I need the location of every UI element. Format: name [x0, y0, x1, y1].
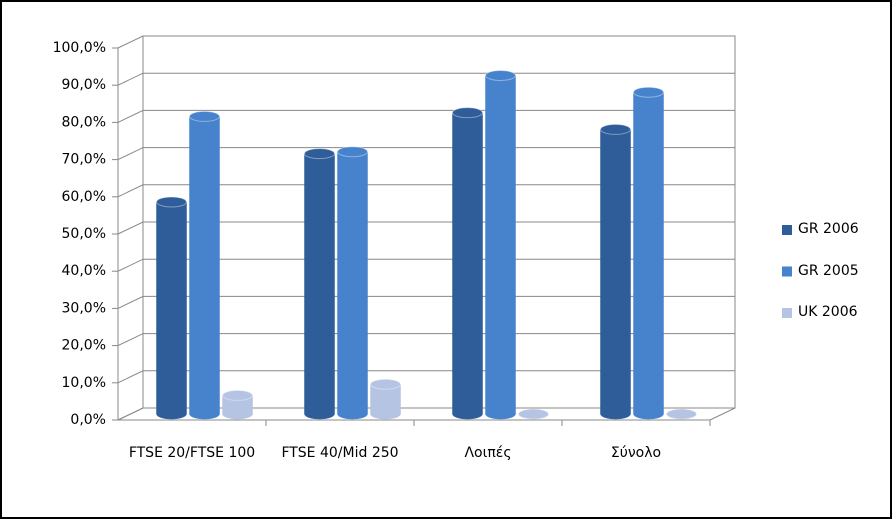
bar [189, 110, 220, 420]
bar [156, 196, 187, 420]
bar-top [222, 389, 253, 401]
bar [304, 148, 335, 420]
bar-top [452, 107, 483, 119]
bar-body [304, 153, 335, 420]
grid-line [117, 35, 735, 49]
bar [518, 408, 549, 420]
bar-top [518, 408, 549, 420]
y-tick-label: 20,0% [62, 338, 106, 354]
bar-top [156, 196, 187, 208]
y-tick-label: 10,0% [62, 375, 106, 391]
legend-swatch [782, 308, 792, 318]
bar-body [370, 383, 401, 420]
legend-label: GR 2005 [798, 262, 859, 279]
y-tick-label: 60,0% [62, 189, 106, 205]
y-tick-label: 50,0% [62, 226, 106, 242]
x-tick-label: Λοιπές [464, 445, 512, 461]
bar-top [485, 69, 516, 81]
grid-line [117, 72, 735, 86]
bar-body [337, 151, 368, 420]
bar-top [304, 148, 335, 160]
x-tick-label: Σύνολο [610, 445, 662, 461]
bar-body [633, 91, 664, 420]
bar-body [156, 201, 187, 420]
y-tick-label: 0,0% [70, 412, 106, 428]
x-tick-label: FTSE 40/Mid 250 [281, 445, 399, 461]
bar-body [189, 116, 220, 420]
grid-line [117, 370, 735, 384]
bar-body [600, 129, 631, 420]
legend-label: UK 2006 [798, 304, 858, 320]
y-tick-label: 70,0% [62, 152, 106, 168]
legend-swatch [782, 266, 792, 277]
bar [633, 86, 664, 420]
grid-line [117, 147, 735, 161]
y-tick-label: 90,0% [62, 77, 106, 93]
bar [222, 389, 253, 420]
bar [337, 146, 368, 420]
grid-line [117, 221, 735, 235]
bar-top [370, 378, 401, 390]
grid-line [117, 184, 735, 198]
bar-top [337, 146, 368, 158]
bar [370, 378, 401, 420]
grid-line [117, 258, 735, 272]
legend-label: GR 2006 [798, 221, 859, 237]
bar-body [485, 75, 516, 420]
bar-body [452, 112, 483, 420]
y-tick-label: 80,0% [62, 114, 106, 130]
legend-swatch [782, 225, 792, 235]
grid-line [117, 109, 735, 123]
bar-top [189, 110, 220, 122]
bar [600, 123, 631, 420]
bar [452, 107, 483, 420]
bar-top [633, 86, 664, 98]
x-tick-label: FTSE 20/FTSE 100 [128, 445, 256, 461]
grid-line [117, 295, 735, 309]
y-tick-label: 30,0% [62, 300, 106, 316]
y-tick-label: 100,0% [53, 40, 106, 56]
bar-top [600, 123, 631, 135]
bar-body [222, 395, 253, 420]
bar [485, 69, 516, 420]
grid-line [117, 333, 735, 347]
bar-top [666, 408, 697, 420]
grid-line [117, 407, 735, 421]
bar [666, 408, 697, 420]
y-tick-label: 40,0% [62, 263, 106, 279]
